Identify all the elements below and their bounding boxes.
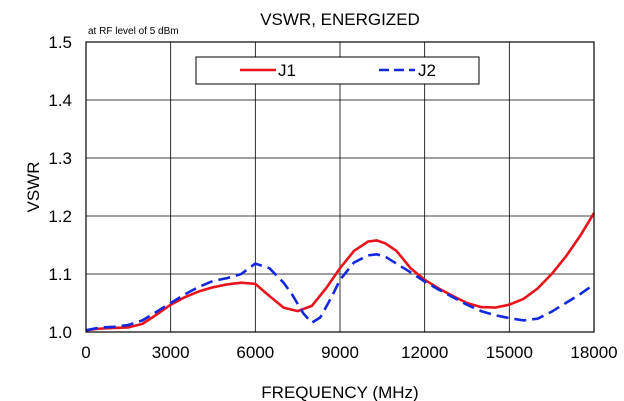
series-line-j1 [85, 212, 596, 332]
y-tick-labels: 1.0 1.1 1.2 1.3 1.4 1.5 [48, 33, 72, 342]
y-tick-label: 1.0 [48, 323, 72, 342]
grid [85, 41, 595, 333]
x-tick-label: 9000 [321, 343, 359, 362]
legend-box [195, 56, 480, 85]
y-axis-title: VSWR [24, 162, 43, 213]
x-axis-title: FREQUENCY (MHz) [261, 383, 418, 401]
x-tick-label: 0 [81, 343, 90, 362]
y-tick-label: 1.1 [48, 265, 72, 284]
x-tick-label: 12000 [401, 343, 448, 362]
x-tick-label: 18000 [570, 343, 617, 362]
chart-title: VSWR, ENERGIZED [260, 10, 420, 29]
plot-frame [85, 41, 595, 333]
rf-level-note: at RF level of 5 dBm [88, 26, 179, 37]
x-tick-label: 6000 [236, 343, 274, 362]
legend-label-j1: J1 [278, 61, 296, 80]
x-tick-labels: 0 3000 6000 9000 12000 15000 18000 [81, 343, 617, 362]
x-tick-label: 15000 [486, 343, 533, 362]
y-tick-label: 1.3 [48, 149, 72, 168]
y-tick-label: 1.2 [48, 207, 72, 226]
legend-label-j2: J2 [418, 61, 436, 80]
x-tick-label: 3000 [152, 343, 190, 362]
legend: J1 J2 [195, 56, 480, 85]
y-tick-label: 1.4 [48, 91, 72, 110]
series-line-j2 [85, 253, 595, 332]
y-tick-label: 1.5 [48, 33, 72, 52]
series-group [85, 212, 596, 332]
